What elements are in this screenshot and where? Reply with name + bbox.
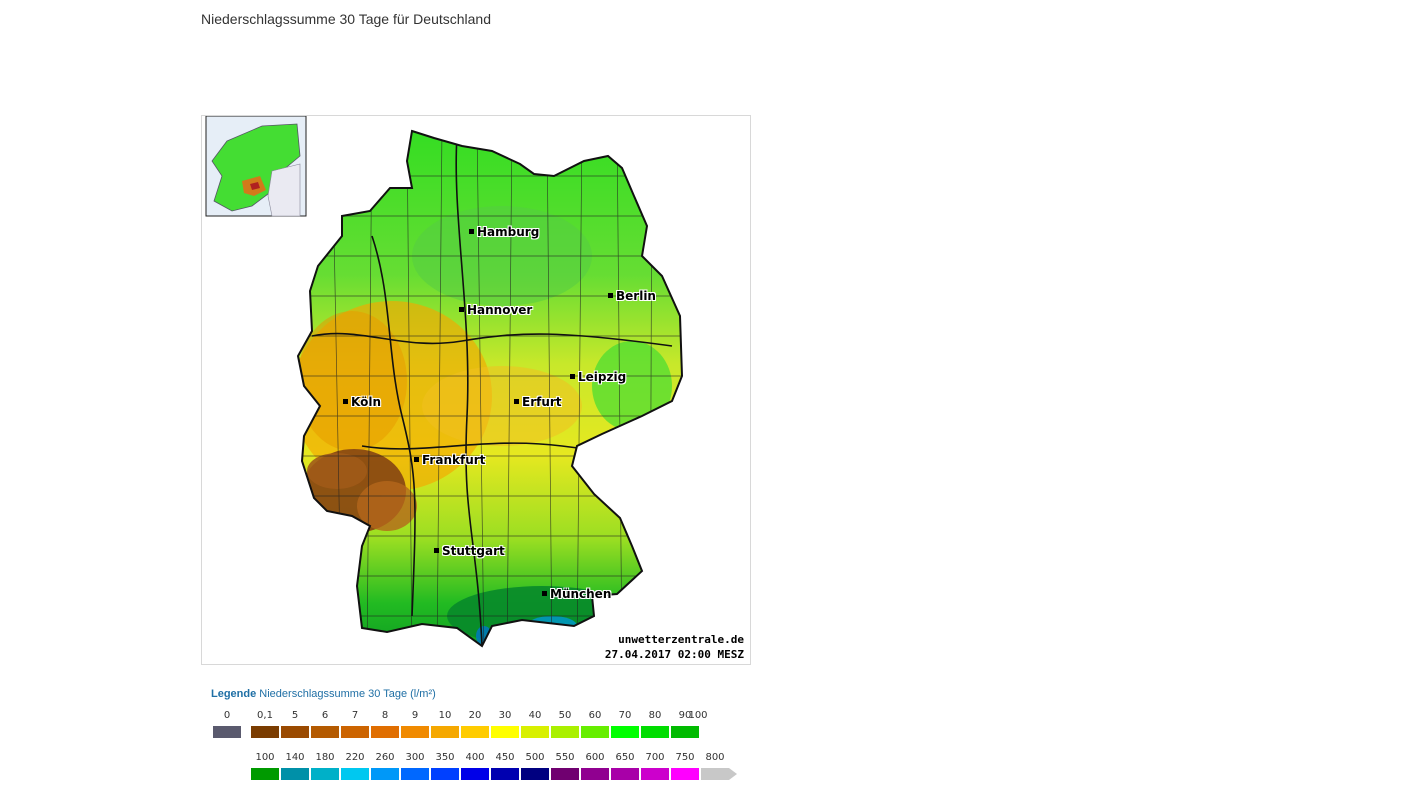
legend-overflow-arrow-icon [729, 768, 737, 780]
legend-label: 220 [345, 752, 365, 763]
city-marker-icon [459, 307, 464, 312]
legend-label: 100 [688, 710, 708, 721]
legend-swatch [341, 726, 369, 738]
city-marker-icon [570, 374, 575, 379]
legend-label: 60 [588, 710, 602, 721]
legend-label: 5 [291, 710, 299, 721]
page-title: Niederschlagssumme 30 Tage für Deutschla… [201, 11, 492, 27]
legend-swatch [641, 726, 669, 738]
legend-swatch [461, 726, 489, 738]
legend-label: 400 [465, 752, 485, 763]
city-label-koeln: Köln [343, 395, 381, 409]
legend-title-text: Niederschlagssumme 30 Tage (l/m²) [259, 688, 436, 700]
legend-swatch [581, 768, 609, 780]
city-label-berlin: Berlin [608, 289, 656, 303]
legend-label: 7 [351, 710, 359, 721]
city-marker-icon [514, 399, 519, 404]
legend-swatch [281, 768, 309, 780]
legend-label: 260 [375, 752, 395, 763]
legend-label: 8 [381, 710, 389, 721]
city-marker-icon [434, 548, 439, 553]
legend-swatch [461, 768, 489, 780]
city-marker-icon [608, 293, 613, 298]
legend-swatch [371, 726, 399, 738]
legend-label: 600 [585, 752, 605, 763]
city-label-muenchen: München [542, 587, 611, 601]
city-label-stuttgart: Stuttgart [434, 544, 505, 558]
legend-swatch [213, 726, 241, 738]
legend-swatch [311, 726, 339, 738]
legend-swatch [401, 768, 429, 780]
legend-label: 9 [411, 710, 419, 721]
legend-swatch [401, 726, 429, 738]
legend-swatch [581, 726, 609, 738]
legend-swatch [341, 768, 369, 780]
map-credit: unwetterzentrale.de 27.04.2017 02:00 MES… [605, 632, 744, 662]
legend-label: 700 [645, 752, 665, 763]
legend-label: 800 [705, 752, 725, 763]
legend-label: 20 [468, 710, 482, 721]
credit-site: unwetterzentrale.de [618, 633, 744, 646]
legend-swatch [431, 768, 459, 780]
legend-label: 0 [223, 710, 231, 721]
legend-swatch [641, 768, 669, 780]
legend-swatch [491, 768, 519, 780]
legend-label: 500 [525, 752, 545, 763]
legend-label: 80 [648, 710, 662, 721]
legend-title-bold: Legende [211, 688, 257, 700]
legend-swatch [251, 726, 279, 738]
germany-map-graphic [205, 116, 683, 647]
city-marker-icon [469, 229, 474, 234]
precipitation-map: Hamburg Berlin Hannover Leipzig Erfurt K… [201, 115, 751, 665]
legend-swatch [611, 726, 639, 738]
legend-swatch [671, 768, 699, 780]
legend-label: 10 [438, 710, 452, 721]
legend-label: 6 [321, 710, 329, 721]
city-label-hamburg: Hamburg [469, 225, 539, 239]
city-label-hannover: Hannover [459, 303, 532, 317]
legend-label: 40 [528, 710, 542, 721]
city-label-leipzig: Leipzig [570, 370, 626, 384]
legend-swatch [431, 726, 459, 738]
city-marker-icon [343, 399, 348, 404]
legend-label: 30 [498, 710, 512, 721]
legend-label: 50 [558, 710, 572, 721]
city-label-frankfurt: Frankfurt [414, 453, 485, 467]
legend-label: 70 [618, 710, 632, 721]
legend-swatch [251, 768, 279, 780]
legend-label: 750 [675, 752, 695, 763]
legend-label: 650 [615, 752, 635, 763]
legend-swatch [671, 726, 699, 738]
legend-swatch [611, 768, 639, 780]
legend-swatch [281, 726, 309, 738]
legend-swatch [551, 768, 579, 780]
city-marker-icon [414, 457, 419, 462]
legend-swatch [371, 768, 399, 780]
legend-swatch [551, 726, 579, 738]
legend-label: 180 [315, 752, 335, 763]
legend-label: 550 [555, 752, 575, 763]
legend-label: 100 [255, 752, 275, 763]
legend-label: 450 [495, 752, 515, 763]
credit-timestamp: 27.04.2017 02:00 MESZ [604, 648, 744, 661]
legend-label: 0,1 [257, 710, 273, 721]
legend-label: 300 [405, 752, 425, 763]
city-label-erfurt: Erfurt [514, 395, 562, 409]
legend-swatch [521, 726, 549, 738]
legend-swatch [311, 768, 339, 780]
legend-title: Legende Niederschlagssumme 30 Tage (l/m²… [211, 688, 436, 700]
legend-label: 140 [285, 752, 305, 763]
legend-swatch [521, 768, 549, 780]
legend-label: 90 [678, 710, 692, 721]
legend-swatch [701, 768, 729, 780]
legend-label: 350 [435, 752, 455, 763]
city-marker-icon [542, 591, 547, 596]
legend-swatch [491, 726, 519, 738]
